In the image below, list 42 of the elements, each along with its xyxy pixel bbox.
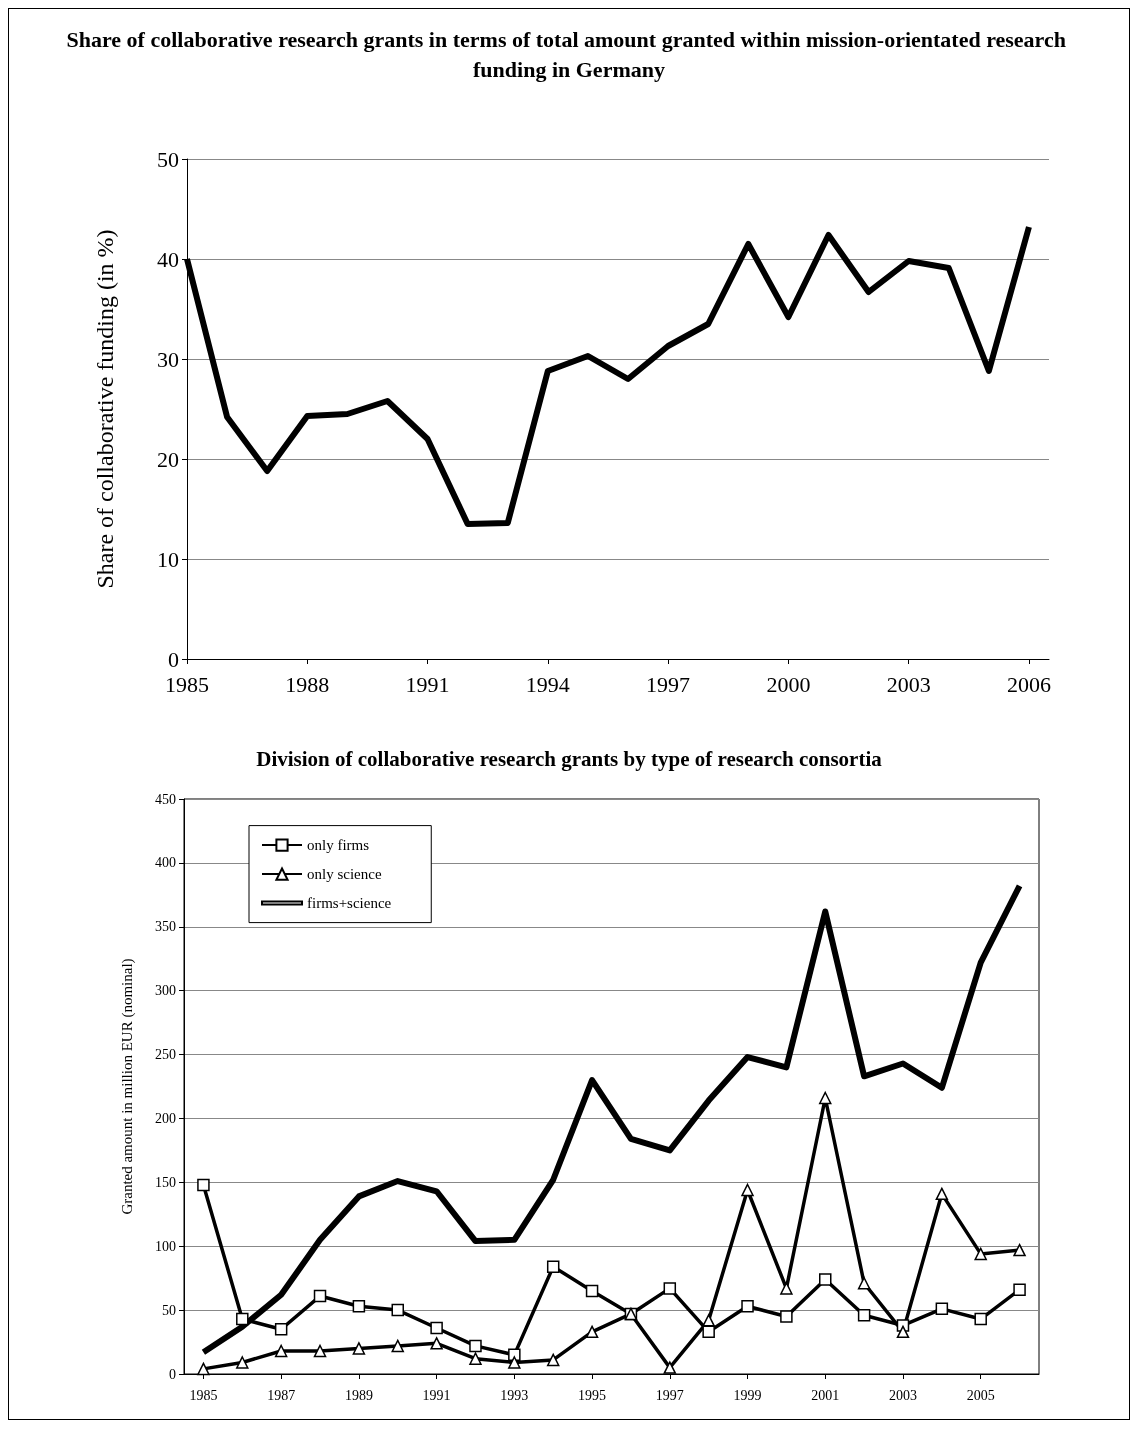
- x-tick-label: 2006: [1006, 671, 1051, 697]
- x-tick-label: 1985: [165, 671, 209, 697]
- legend-label: firms+science: [307, 895, 392, 912]
- x-tick-label: 1997: [655, 1387, 684, 1403]
- y-tick-label: 10: [157, 546, 179, 572]
- x-tick-label: 2003: [886, 671, 931, 697]
- y-tick-label: 50: [157, 146, 179, 172]
- y-axis-title: Granted amount in million EUR (nominal): [118, 958, 136, 1215]
- x-tick-label: 1997: [646, 671, 691, 697]
- y-tick-label: 0: [169, 1366, 176, 1382]
- y-tick-label: 450: [155, 791, 176, 807]
- y-tick-label: 30: [157, 346, 179, 372]
- x-tick-label: 2003: [888, 1387, 917, 1403]
- legend-label: only science: [307, 866, 382, 883]
- x-tick-label: 2000: [766, 671, 811, 697]
- x-tick-label: 1991: [422, 1387, 451, 1403]
- x-tick-label: 1995: [578, 1387, 607, 1403]
- y-tick-label: 350: [155, 919, 176, 935]
- y-tick-label: 200: [155, 1110, 176, 1126]
- x-tick-label: 1999: [733, 1387, 762, 1403]
- x-tick-label: 1994: [525, 671, 570, 697]
- y-tick-label: 40: [157, 246, 179, 272]
- x-tick-label: 1993: [500, 1387, 529, 1403]
- x-tick-label: 1989: [344, 1387, 373, 1403]
- x-tick-label: 1985: [189, 1387, 218, 1403]
- y-tick-label: 20: [157, 446, 179, 472]
- y-tick-label: 400: [155, 855, 176, 871]
- x-tick-label: 1991: [405, 671, 450, 697]
- y-tick-label: 0: [168, 646, 179, 672]
- chart-title: Division of collaborative research grants by type of research consortia: [256, 747, 883, 771]
- x-tick-label: 1988: [285, 671, 330, 697]
- y-tick-label: 50: [162, 1302, 176, 1318]
- y-axis-title: Share of collaborative funding (in %): [92, 229, 118, 589]
- y-tick-label: 100: [155, 1238, 176, 1254]
- legend-label: only firms: [307, 837, 370, 854]
- y-tick-label: 250: [155, 1047, 176, 1063]
- y-tick-label: 150: [155, 1174, 176, 1190]
- x-tick-label: 2005: [966, 1387, 995, 1403]
- chart-title: Share of collaborative research grants in terms of total amount granted within mission-orientated research funding in Germany: [66, 26, 1072, 82]
- y-tick-label: 300: [155, 983, 176, 999]
- x-tick-label: 1987: [267, 1387, 296, 1403]
- x-tick-label: 2001: [811, 1387, 840, 1403]
